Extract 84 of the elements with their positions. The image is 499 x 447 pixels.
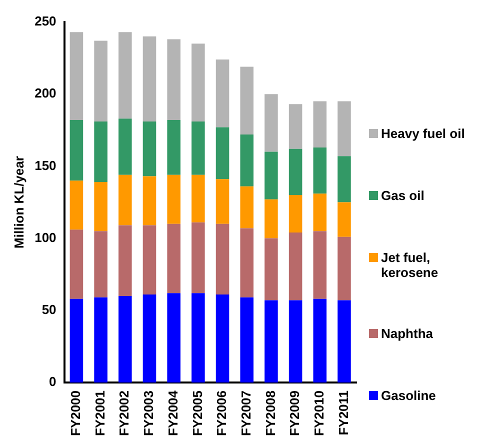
y-tick-label: 100 — [34, 230, 56, 245]
bar — [216, 59, 230, 128]
bar — [192, 174, 205, 222]
bar — [142, 121, 156, 176]
bar — [142, 294, 156, 382]
bar — [167, 174, 180, 224]
bar — [192, 44, 205, 122]
legend-label: Heavy fuel oil — [381, 126, 465, 141]
x-tick-label: FY2002 — [116, 390, 132, 436]
bar — [264, 94, 278, 152]
bar — [94, 182, 108, 232]
bar — [288, 232, 302, 300]
bar — [240, 66, 254, 134]
y-tick-label: 150 — [34, 158, 56, 173]
bar — [338, 236, 351, 300]
x-tick-label: FY2000 — [68, 390, 84, 436]
bar — [70, 230, 84, 299]
bar — [118, 118, 132, 175]
legend-label: Gas oil — [381, 188, 424, 203]
bar — [264, 238, 278, 300]
bar — [94, 121, 108, 182]
legend-label: Gasoline — [381, 388, 436, 403]
bar — [240, 228, 254, 298]
bar — [313, 298, 327, 382]
y-tick-label: 0 — [49, 374, 56, 390]
bar — [338, 300, 351, 382]
bar — [264, 152, 278, 200]
bar — [338, 156, 351, 202]
bar — [313, 101, 327, 148]
x-tick-label: FY2003 — [141, 390, 156, 436]
bar — [216, 127, 230, 180]
bar — [167, 39, 180, 120]
bar — [240, 186, 254, 228]
bar — [216, 224, 230, 295]
x-tick-label: FY2010 — [311, 390, 326, 436]
bar — [94, 297, 108, 382]
bar — [216, 294, 230, 382]
bar — [167, 293, 180, 382]
bar — [313, 147, 327, 194]
bar — [167, 120, 180, 175]
bar — [288, 300, 302, 382]
y-tick-label: 50 — [42, 302, 56, 317]
bar — [192, 222, 205, 294]
bar — [142, 176, 156, 226]
bar — [240, 134, 254, 186]
bar — [313, 231, 327, 299]
bar — [94, 40, 108, 122]
bar — [264, 199, 278, 238]
bar — [338, 202, 351, 237]
y-axis-title: Million KL/year — [11, 156, 26, 248]
y-tick-label: 200 — [34, 86, 56, 101]
x-tick-label: FY2007 — [238, 390, 254, 436]
bar — [94, 231, 108, 298]
bar — [288, 148, 302, 196]
bar — [70, 180, 84, 230]
x-tick-label: FY2001 — [92, 390, 108, 436]
legend-label: Naphtha — [381, 326, 433, 342]
bar — [70, 120, 84, 181]
bar — [240, 297, 254, 382]
bar — [192, 121, 205, 175]
bar — [192, 293, 205, 382]
bar — [288, 195, 302, 233]
bar — [70, 298, 84, 382]
x-tick-label: FY2008 — [262, 390, 278, 436]
x-tick-label: FY2005 — [190, 390, 205, 436]
bar — [118, 296, 132, 382]
bar — [142, 36, 156, 122]
x-tick-label: FY2004 — [165, 390, 180, 436]
bar — [264, 300, 278, 382]
bar — [313, 194, 327, 232]
x-tick-label: FY2011 — [336, 390, 351, 436]
bar — [167, 224, 180, 294]
x-tick-label: FY2009 — [287, 390, 302, 436]
bar — [118, 32, 132, 119]
bar — [118, 174, 132, 226]
y-tick-label: 250 — [34, 14, 56, 29]
bar — [70, 32, 84, 120]
bar — [216, 179, 230, 224]
bar — [338, 101, 351, 156]
bar — [288, 104, 302, 149]
bar — [142, 225, 156, 295]
legend-label: Jet fuel, kerosene — [381, 250, 440, 280]
bar — [118, 225, 132, 296]
x-tick-label: FY2006 — [214, 390, 230, 436]
